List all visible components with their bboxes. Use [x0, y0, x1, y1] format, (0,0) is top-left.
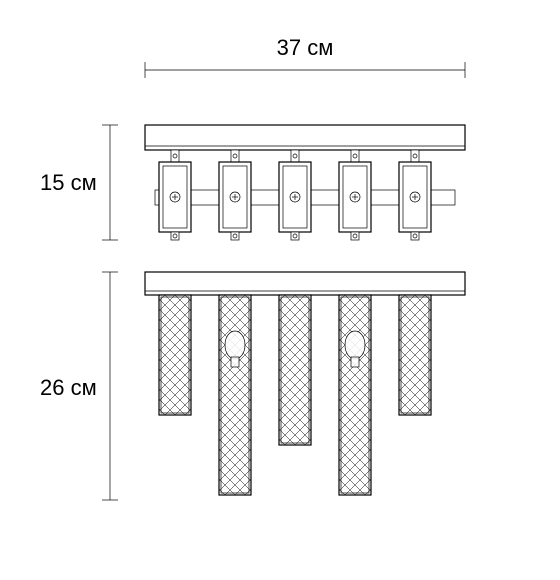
crystal-bar	[219, 295, 251, 495]
dimension-lower-label: 26 см	[40, 375, 97, 400]
dimension-upper-label: 15 см	[40, 170, 97, 195]
dimension-upper-height: 15 см	[40, 125, 118, 240]
dimension-lower-height: 26 см	[40, 272, 118, 500]
dimension-width: 37 см	[145, 35, 465, 78]
crystal-bar	[339, 295, 371, 495]
crystal-bar	[279, 295, 311, 445]
lower-view	[145, 272, 465, 495]
dimension-width-label: 37 см	[277, 35, 334, 60]
technical-drawing-canvas: 37 см 15 см 26 см	[0, 0, 560, 580]
crystal-bar	[159, 295, 191, 415]
crystal-bar	[399, 295, 431, 415]
upper-view	[145, 125, 465, 240]
